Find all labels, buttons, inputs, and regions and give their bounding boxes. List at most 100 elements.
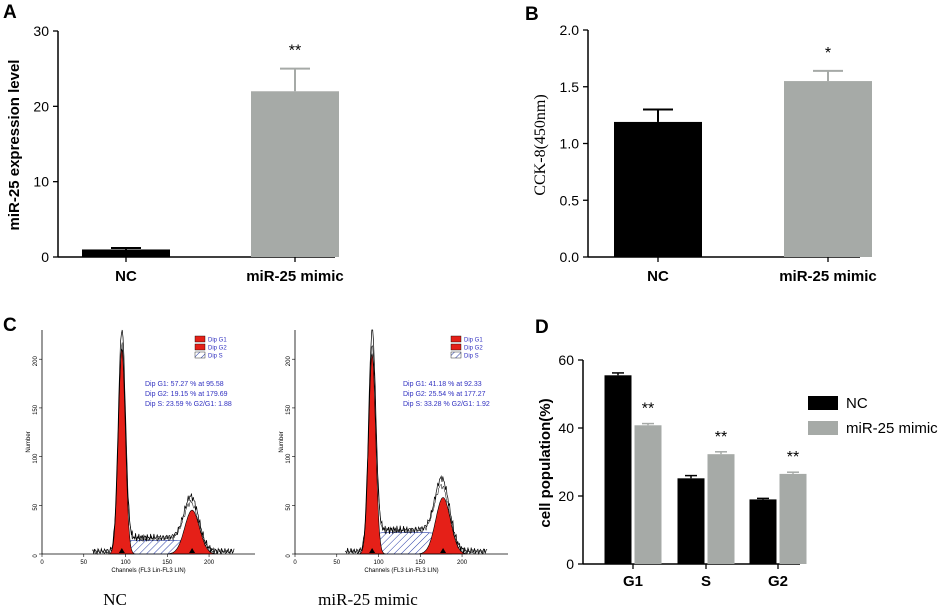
chart-d-significance: ** bbox=[715, 429, 727, 446]
flow-stat-text: Dip G2: 25.54 % at 177.27 bbox=[403, 391, 486, 398]
chart-d-ytick-label: 0 bbox=[566, 556, 574, 572]
chart-d-bar-nc bbox=[749, 499, 777, 564]
chart-b-bar-mimic bbox=[784, 81, 872, 257]
chart-d-bar-mimic bbox=[779, 473, 807, 564]
flow-histogram-nc: 0 50 100 150 200 0 50 100 150 200 Channels (FL3 Li… bbox=[26, 329, 255, 574]
chart-d-bar-mimic bbox=[634, 425, 662, 564]
flow-legend-label: Dip G2 bbox=[464, 346, 483, 352]
flow-legend-label: Dip S bbox=[464, 354, 479, 360]
flow-stat-text: Dip G1: 57.27 % at 95.58 bbox=[145, 381, 224, 388]
chart-a-category-label: miR-25 mimic bbox=[246, 268, 344, 285]
chart-a-bar-mimic bbox=[251, 91, 339, 258]
flow-ytick-label: 0 bbox=[33, 554, 39, 558]
chart-b-ytick-label: 2.0 bbox=[560, 22, 580, 38]
chart-b-ytick-label: 1.0 bbox=[560, 136, 580, 152]
legend-label-mimic: miR-25 mimic bbox=[846, 420, 938, 437]
flow-ylabel: Number bbox=[279, 431, 285, 452]
flow-histogram-mimic: 0 50 100 150 200 0 50 100 150 200 Channels (FL3 Li… bbox=[279, 329, 508, 574]
flow-ytick-label: 100 bbox=[33, 453, 39, 464]
chart-b-ytick-label: 1.5 bbox=[560, 79, 580, 95]
flow-stat-text: Dip S: 23.59 % G2/G1: 1.88 bbox=[145, 401, 232, 408]
flow-legend-swatch bbox=[194, 351, 206, 359]
flow-xtick-label: 50 bbox=[80, 560, 87, 566]
flow-xtick-label: 50 bbox=[333, 560, 340, 566]
flow-xtick-label: 0 bbox=[40, 560, 44, 566]
chart-c: 0 50 100 150 200 0 50 100 150 200 Channels (FL3 Li… bbox=[26, 329, 508, 606]
flow-fit-envelope bbox=[346, 345, 486, 555]
flow-peak-marker bbox=[118, 548, 125, 553]
chart-a-ylabel: miR-25 expression level bbox=[6, 60, 23, 231]
chart-d-bar-nc bbox=[604, 375, 632, 564]
chart-a-ytick-label: 30 bbox=[33, 23, 49, 39]
flow-g1-peak bbox=[358, 353, 386, 555]
chart-d: cell population(%) 0 20 40 60 ** G1 ** S ** G2 NC… bbox=[537, 352, 938, 590]
panel-b-letter: B bbox=[525, 4, 539, 25]
chart-d-ylabel: cell population(%) bbox=[537, 398, 554, 527]
chart-d-ytick-label: 20 bbox=[558, 488, 574, 504]
chart-d-significance: ** bbox=[787, 449, 799, 466]
chart-b-ylabel: CCK-8(450nm) bbox=[532, 94, 549, 195]
flow-legend-label: Dip G1 bbox=[464, 338, 483, 344]
panel-c-letter: C bbox=[3, 315, 17, 336]
flow-caption-nc: NC bbox=[103, 590, 127, 606]
chart-a-significance: ** bbox=[289, 43, 301, 60]
chart-b-ytick-label: 0.0 bbox=[560, 249, 580, 265]
flow-stat-text: Dip S: 33.28 % G2/G1: 1.92 bbox=[403, 401, 490, 408]
flow-xtick-label: 0 bbox=[293, 560, 297, 566]
flow-legend-label: Dip S bbox=[208, 354, 223, 360]
flow-raw-envelope bbox=[91, 329, 235, 555]
chart-d-category-label: G1 bbox=[623, 573, 643, 590]
flow-xtick-label: 150 bbox=[415, 560, 426, 566]
legend-swatch-nc bbox=[808, 396, 838, 410]
chart-d-category-label: S bbox=[701, 573, 711, 590]
chart-b-category-label: miR-25 mimic bbox=[779, 268, 877, 285]
chart-d-bar-nc bbox=[677, 478, 705, 564]
flow-caption-mimic: miR-25 mimic bbox=[318, 590, 418, 606]
flow-ytick-label: 50 bbox=[286, 503, 292, 510]
legend-label-nc: NC bbox=[846, 395, 868, 412]
flow-ytick-label: 50 bbox=[33, 503, 39, 510]
flow-ylabel: Number bbox=[26, 431, 32, 452]
flow-stat-text: Dip G2: 19.15 % at 179.69 bbox=[145, 391, 228, 398]
flow-g2-peak bbox=[168, 509, 216, 555]
flow-xtick-label: 200 bbox=[204, 560, 215, 566]
panel-d-letter: D bbox=[535, 317, 549, 338]
flow-xlabel: Channels (FL3 Lin-FL3 LIN) bbox=[364, 568, 438, 574]
chart-d-significance: ** bbox=[642, 401, 654, 418]
chart-a-bar-nc bbox=[82, 249, 170, 257]
chart-d-ytick-label: 40 bbox=[558, 420, 574, 436]
flow-xtick-label: 100 bbox=[121, 560, 132, 566]
chart-a-category-label: NC bbox=[115, 268, 137, 285]
flow-fit-envelope bbox=[93, 342, 233, 555]
flow-legend-swatch bbox=[450, 351, 462, 359]
flow-ytick-label: 150 bbox=[286, 404, 292, 415]
flow-peak-marker bbox=[369, 548, 376, 553]
panel-a-letter: A bbox=[3, 2, 17, 23]
flow-legend-label: Dip G2 bbox=[208, 346, 227, 352]
flow-legend-label: Dip G1 bbox=[208, 338, 227, 344]
flow-xtick-label: 100 bbox=[374, 560, 385, 566]
flow-stat-text: Dip G1: 41.18 % at 92.33 bbox=[403, 381, 482, 388]
flow-ytick-label: 150 bbox=[33, 404, 39, 415]
flow-peak-marker bbox=[440, 548, 447, 553]
chart-a: miR-25 expression level 0 10 20 30 NC miR-25 … bbox=[6, 23, 344, 285]
flow-legend-swatch bbox=[450, 335, 462, 343]
flow-xtick-label: 200 bbox=[457, 560, 468, 566]
chart-a-ytick-label: 10 bbox=[33, 174, 49, 190]
chart-d-ytick-label: 60 bbox=[558, 352, 574, 368]
chart-d-legend: NC miR-25 mimic bbox=[808, 395, 938, 437]
chart-d-bar-mimic bbox=[707, 454, 735, 564]
chart-a-ytick-label: 0 bbox=[41, 249, 49, 265]
flow-g2-peak bbox=[419, 497, 467, 555]
flow-peak-marker bbox=[189, 548, 196, 553]
chart-a-ytick-label: 20 bbox=[33, 98, 49, 114]
chart-b-significance: * bbox=[825, 45, 831, 62]
flow-g1-peak bbox=[108, 348, 136, 555]
flow-legend-swatch bbox=[194, 343, 206, 351]
chart-b-bar-nc bbox=[614, 121, 702, 257]
chart-b-ytick-label: 0.5 bbox=[560, 192, 580, 208]
legend-swatch-mimic bbox=[808, 421, 838, 435]
flow-legend-swatch bbox=[194, 335, 206, 343]
flow-xtick-label: 150 bbox=[162, 560, 173, 566]
